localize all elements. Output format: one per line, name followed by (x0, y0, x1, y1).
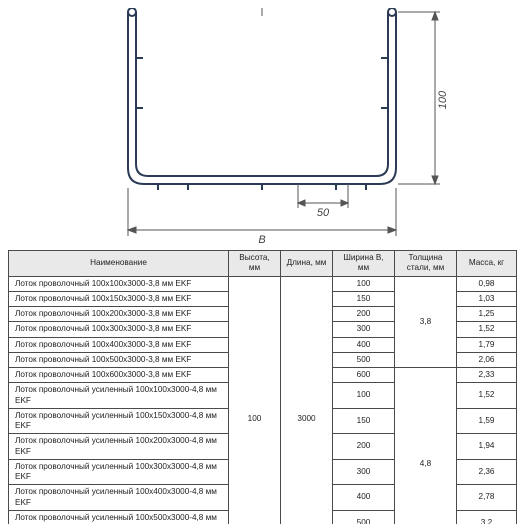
tray-outline (128, 8, 396, 190)
col-height: Высота, мм (229, 251, 281, 277)
dim-b-label: B (258, 234, 265, 246)
dim-100 (398, 12, 440, 184)
col-name: Наименование (9, 251, 229, 277)
length-cell: 3000 (281, 276, 333, 524)
table-body: Лоток проволочный 100x100x3000-3,8 мм EK… (9, 276, 517, 524)
height-cell: 100 (229, 276, 281, 524)
page: B 50 100 (0, 0, 524, 524)
dim-50 (298, 184, 348, 208)
col-thickness: Толщина стали, мм (395, 251, 457, 277)
col-width: Ширина B, мм (333, 251, 395, 277)
thickness-cell-1: 3,8 (395, 276, 457, 368)
table-row: Лоток проволочный 100x100x3000-3,8 мм EK… (9, 276, 517, 291)
thickness-cell-2: 4,8 (395, 368, 457, 524)
dim-50-label: 50 (317, 207, 330, 219)
dim-b (128, 188, 396, 236)
cross-section-diagram: B 50 100 (8, 8, 516, 246)
spec-table: Наименование Высота, мм Длина, мм Ширина… (8, 250, 517, 524)
dim-100-label: 100 (437, 90, 449, 109)
col-mass: Масса, кг (457, 251, 517, 277)
col-length: Длина, мм (281, 251, 333, 277)
table-header-row: Наименование Высота, мм Длина, мм Ширина… (9, 251, 517, 277)
